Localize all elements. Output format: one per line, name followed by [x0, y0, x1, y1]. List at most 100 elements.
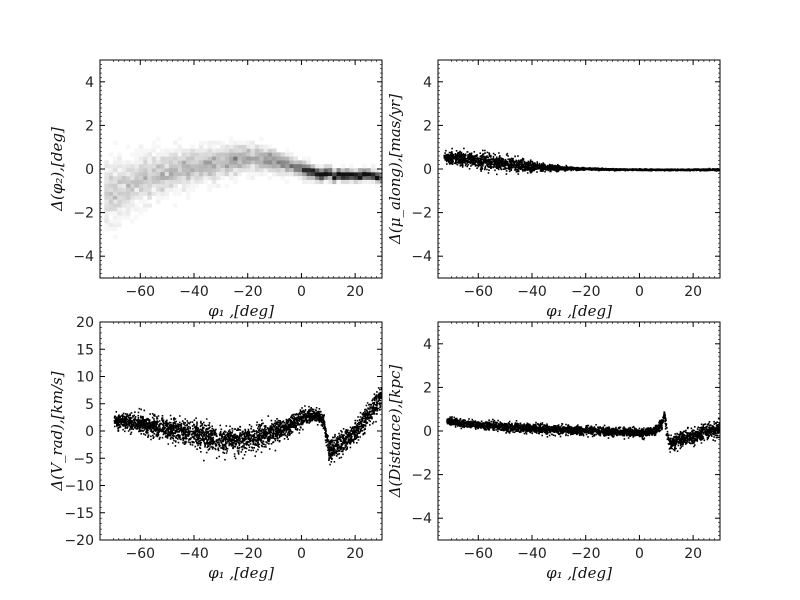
heatmap-bin [125, 183, 131, 188]
heatmap-bin [190, 144, 195, 149]
heatmap-bin [134, 207, 139, 212]
heatmap-bin [147, 183, 152, 188]
heatmap-bin [181, 148, 187, 153]
heatmap-bin [160, 191, 165, 196]
heatmap-bin [207, 160, 212, 165]
heatmap-bin [181, 168, 187, 173]
heatmap-bin [198, 179, 204, 185]
heatmap-bin [250, 148, 255, 153]
heatmap-bin [134, 195, 139, 200]
x-tick-label: −40 [517, 546, 547, 562]
heatmap-bin [332, 168, 337, 173]
heatmap-bin [155, 191, 161, 196]
heatmap-bin [254, 156, 260, 161]
heatmap-bin [155, 164, 161, 169]
heatmap-bin [160, 195, 165, 200]
heatmap-bin [314, 172, 320, 177]
heatmap-bin [306, 160, 311, 165]
heatmap-bin [194, 176, 200, 181]
heatmap-bin [207, 152, 212, 157]
x-tick-label: −60 [126, 546, 156, 562]
heatmap-bin [327, 176, 333, 181]
heatmap-bin [168, 160, 174, 165]
heatmap-bin [121, 183, 127, 188]
heatmap-bin [121, 215, 127, 220]
heatmap-bin [216, 152, 221, 157]
heatmap-bin [271, 152, 277, 157]
y-tick-label: 2 [423, 380, 432, 396]
heatmap-bin [233, 168, 238, 173]
heatmap-bin [134, 179, 139, 185]
heatmap-bin [125, 172, 131, 177]
heatmap-bin [297, 160, 303, 165]
heatmap-bin [164, 168, 170, 173]
heatmap-bin [254, 160, 260, 165]
heatmap-bin [134, 152, 139, 157]
heatmap-bin [134, 148, 139, 153]
heatmap-bin [164, 156, 170, 161]
heatmap-bin [224, 183, 230, 188]
heatmap-bin [134, 187, 139, 192]
heatmap-bin [228, 172, 234, 177]
heatmap-bin [310, 179, 316, 185]
heatmap-bin [228, 140, 234, 145]
heatmap-bin [147, 203, 152, 208]
heatmap-bin [147, 191, 152, 196]
heatmap-bin [168, 183, 174, 188]
heatmap-bin [121, 172, 127, 177]
heatmap-bin [250, 160, 255, 165]
heatmap-bin [289, 168, 294, 173]
heatmap-bin [203, 172, 208, 177]
heatmap-bin [254, 164, 260, 169]
heatmap-bin [155, 179, 161, 185]
y-tick-label: −4 [411, 511, 432, 527]
heatmap-bin [267, 152, 273, 157]
heatmap-bin [160, 148, 165, 153]
heatmap-bin [366, 176, 371, 181]
heatmap-bin [233, 152, 238, 157]
heatmap-bin [198, 148, 204, 153]
heatmap-bin [280, 156, 286, 161]
heatmap-bin [104, 223, 109, 228]
heatmap-bin [207, 183, 212, 188]
heatmap-bin [259, 152, 264, 157]
heatmap-bin [340, 168, 346, 173]
heatmap-bin [340, 172, 346, 177]
heatmap-bin [181, 187, 187, 192]
heatmap-bin [302, 160, 307, 165]
heatmap-bin [185, 179, 191, 185]
heatmap-bin [164, 183, 170, 188]
x-tick-label: 0 [297, 284, 306, 300]
heatmap-bin [344, 176, 350, 181]
heatmap-bin [190, 160, 195, 165]
heatmap-bin [143, 172, 148, 177]
heatmap-bin [138, 179, 144, 185]
y-tick-label: 5 [85, 397, 94, 413]
heatmap-bin [276, 164, 281, 169]
heatmap-bin [276, 160, 281, 165]
heatmap-bin [185, 152, 191, 157]
heatmap-bin [246, 152, 251, 157]
heatmap-bin [237, 148, 243, 153]
x-tick-label: −20 [233, 284, 263, 300]
plot-area [113, 386, 382, 466]
heatmap-bin [259, 164, 264, 169]
heatmap-bin [155, 172, 161, 177]
heatmap-bin [147, 195, 152, 200]
heatmap-bin [228, 148, 234, 153]
heatmap-bin [160, 179, 165, 185]
heatmap-bin [155, 199, 161, 204]
heatmap-bin [108, 164, 114, 169]
heatmap-bin [357, 172, 363, 177]
heatmap-bin [112, 234, 118, 239]
x-tick-label: −20 [233, 546, 263, 562]
heatmap-bin [216, 156, 221, 161]
heatmap-bin [289, 164, 294, 169]
heatmap-bin [323, 172, 329, 177]
heatmap-bin [250, 140, 255, 145]
heatmap-bin [314, 179, 320, 185]
x-tick-label: −60 [464, 284, 494, 300]
y-tick-label: −15 [64, 506, 94, 522]
heatmap-bin [233, 176, 238, 181]
